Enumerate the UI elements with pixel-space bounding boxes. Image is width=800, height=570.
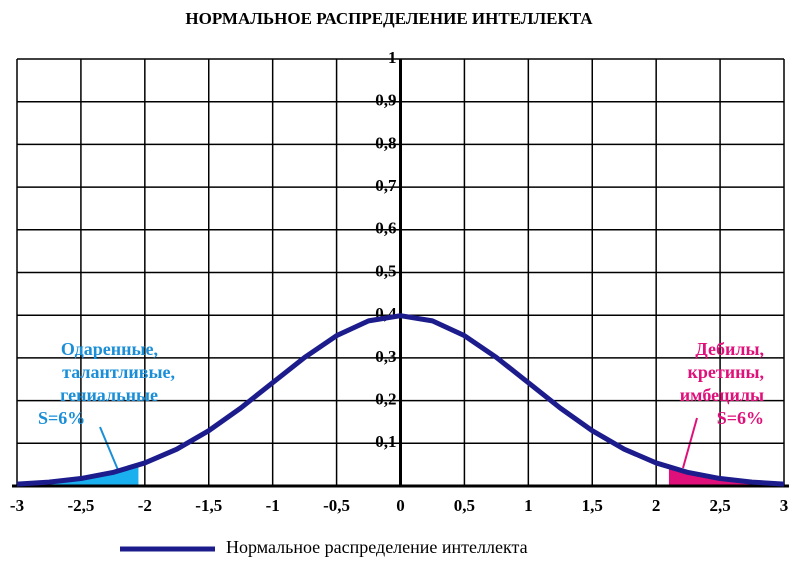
y-tick-label: 0,2 [375,390,396,409]
annotation: гениальные [60,385,158,405]
x-tick-label: 2,5 [709,496,730,515]
annotation: Дебилы, [695,339,764,359]
x-tick-label: -3 [10,496,24,515]
x-tick-label: -2 [138,496,152,515]
y-tick-label: 0,5 [375,261,396,280]
line-series [16,313,785,487]
shaded-area [668,467,784,486]
x-tick-label: 0,5 [454,496,475,515]
chart-title: НОРМАЛЬНОЕ РАСПРЕДЕЛЕНИЕ ИНТЕЛЛЕКТА [185,9,593,28]
x-tick-label: 2 [652,496,661,515]
y-tick-label: 0,1 [375,432,396,451]
y-tick-label: 0,6 [375,219,396,238]
shaded-area [17,465,139,486]
annotation: S=6% [38,408,85,428]
x-tick-label: -1 [266,496,280,515]
annotation: S=6% [717,408,764,428]
y-tick-label: 0,3 [375,347,396,366]
y-tick-label: 0,8 [375,133,396,152]
x-tick-label: 1,5 [582,496,603,515]
annotation: имбецилы [680,385,764,405]
y-tick-label: 0,7 [375,176,397,195]
x-tick-label: -2,5 [67,496,94,515]
legend-label: Нормальное распределение интеллекта [226,537,528,557]
x-tick-label: 0 [396,496,405,515]
x-tick-label: -0,5 [323,496,350,515]
x-tick-label: -1,5 [195,496,222,515]
annotation: талантливые, [62,362,175,382]
annotation: Одаренные, [61,339,158,359]
y-tick-label: 1 [388,48,397,67]
annotation: кретины, [687,362,764,382]
x-tick-label: 1 [524,496,533,515]
x-tick-label: 3 [780,496,789,515]
annotation-arrow [99,426,119,471]
y-tick-label: 0,9 [375,91,396,110]
